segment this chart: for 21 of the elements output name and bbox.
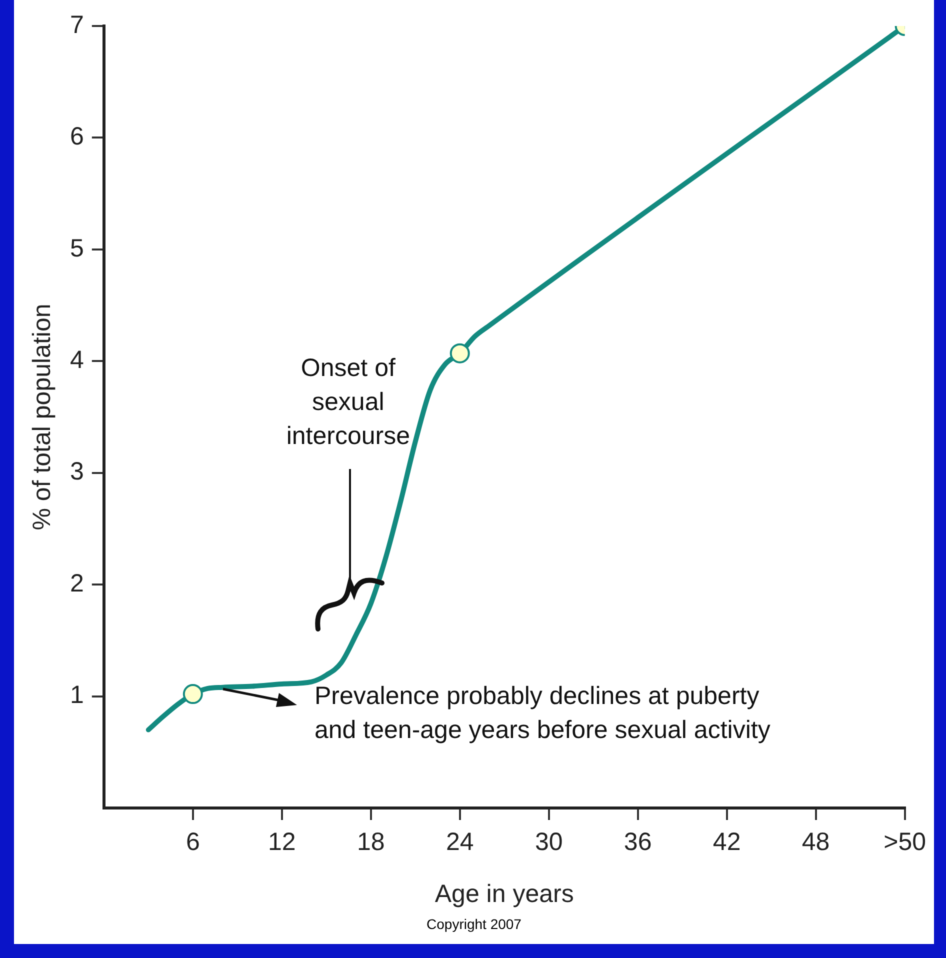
x-tick-label: >50	[884, 828, 926, 856]
y-tick-label: 4	[70, 346, 84, 374]
y-tick-label: 7	[70, 10, 84, 39]
y-tick-label: 5	[70, 234, 84, 262]
text: Copyright 2007	[426, 916, 522, 932]
x-tick-label: 12	[268, 828, 296, 856]
y-tick-label: 6	[70, 122, 84, 151]
x-tick-label: 6	[186, 828, 200, 856]
x-tick-label: 42	[712, 828, 741, 856]
y-tick-label: 3	[70, 458, 84, 486]
annotation: Onset of sexual intercourse	[285, 353, 411, 452]
x-tick-label: 24	[446, 828, 474, 856]
x-tick-label: 18	[356, 828, 385, 856]
y-tick-label: 2	[70, 569, 84, 598]
x-axis-title: Age in years	[434, 880, 574, 908]
annotation: Prevalence probably declines at puberty and teen-age years before sexual activity	[314, 681, 772, 746]
x-tick-label: 36	[624, 828, 652, 856]
x-tick-label: 48	[802, 828, 830, 856]
x-tick-label: 30	[534, 828, 563, 856]
y-tick-label: 1	[70, 681, 84, 710]
y-axis-title: % of total population	[28, 304, 56, 530]
